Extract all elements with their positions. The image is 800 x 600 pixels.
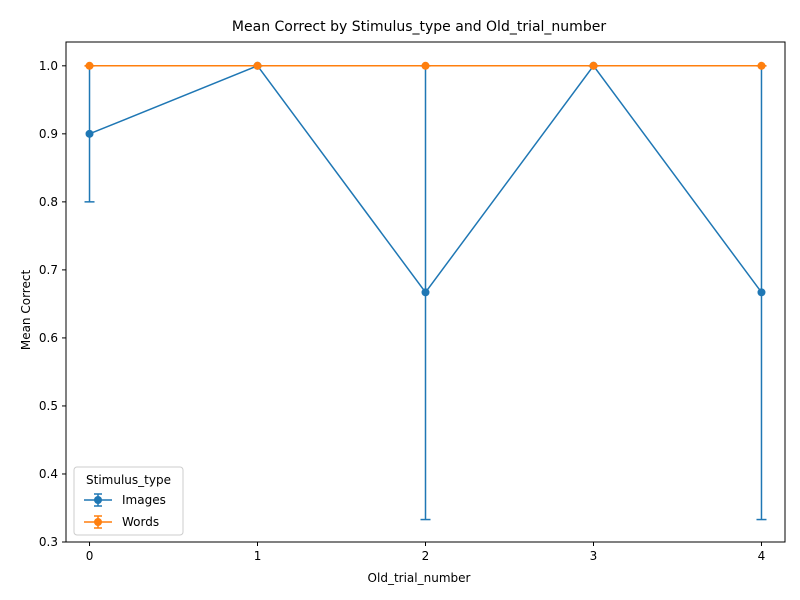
data-point-words	[253, 61, 262, 70]
legend-marker	[94, 496, 102, 504]
y-tick-label: 0.5	[39, 399, 58, 413]
data-point-words	[421, 61, 430, 70]
x-tick-label: 4	[758, 549, 766, 563]
y-tick-label: 0.6	[39, 331, 58, 345]
x-tick-label: 0	[86, 549, 94, 563]
legend-label-words: Words	[122, 515, 159, 529]
y-tick-label: 0.7	[39, 263, 58, 277]
data-point-words	[757, 61, 766, 70]
y-axis-label: Mean Correct	[19, 270, 33, 351]
y-tick-label: 1.0	[39, 59, 58, 73]
axes: 0 1 2 3 4 0.3 0.4 0.5 0.6 0.7 0.8 0.9 1.0	[39, 41, 786, 563]
legend-box	[73, 466, 184, 536]
x-tick-label: 2	[422, 549, 430, 563]
data-point-words	[85, 61, 94, 70]
series-images	[84, 61, 767, 521]
chart-title: Mean Correct by Stimulus_type and Old_tr…	[232, 19, 606, 35]
plot-area	[84, 61, 767, 521]
x-tick-label: 1	[254, 549, 262, 563]
legend-label-images: Images	[122, 493, 166, 507]
y-tick-label: 0.8	[39, 195, 58, 209]
data-point-images	[421, 288, 430, 297]
series-words	[84, 61, 767, 70]
y-tick-label: 0.9	[39, 127, 58, 141]
data-point-images	[757, 288, 766, 297]
x-tick-label: 3	[590, 549, 598, 563]
x-axis-label: Old_trial_number	[368, 571, 471, 585]
y-tick-label: 0.4	[39, 467, 58, 481]
y-tick-label: 0.3	[39, 535, 58, 549]
legend-marker	[94, 518, 102, 526]
legend: Stimulus_type Images Words	[73, 466, 184, 536]
legend-title: Stimulus_type	[86, 473, 171, 487]
data-point-images	[85, 129, 94, 138]
data-point-words	[589, 61, 598, 70]
